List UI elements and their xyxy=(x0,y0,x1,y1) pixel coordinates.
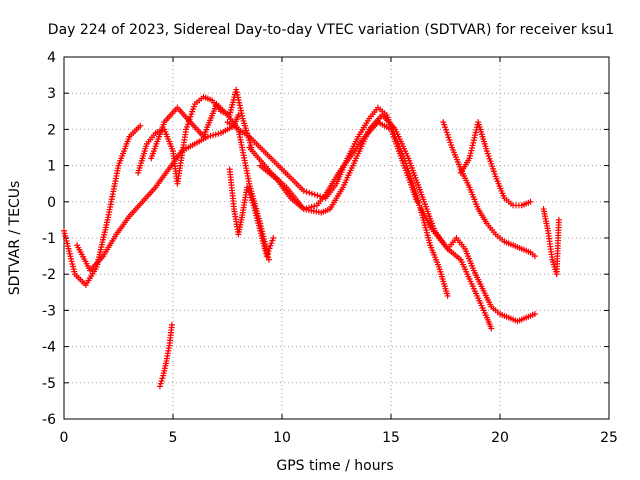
y-tick-labels: -6 -5 -4 -3 -2 -1 0 1 2 3 4 xyxy=(42,50,56,428)
data-point xyxy=(210,132,217,139)
data-point xyxy=(308,190,315,197)
series-track-g xyxy=(224,104,451,299)
y-tick-label: -4 xyxy=(42,340,56,356)
x-axis-label: GPS time / hours xyxy=(276,458,393,474)
data-point xyxy=(207,132,214,139)
data-point xyxy=(488,325,495,332)
data-points xyxy=(61,86,562,390)
data-point xyxy=(306,204,313,211)
y-tick-label: 4 xyxy=(47,50,56,66)
grid xyxy=(64,57,609,419)
data-point xyxy=(157,380,164,387)
data-point xyxy=(314,192,321,199)
series-track-j xyxy=(418,206,538,325)
y-tick-label: -5 xyxy=(42,376,56,392)
data-point xyxy=(300,206,307,213)
data-point xyxy=(235,111,242,118)
series-track-a xyxy=(61,122,144,289)
series-track-m xyxy=(540,206,562,278)
data-point xyxy=(303,205,310,212)
data-point xyxy=(265,256,272,263)
series-track-l xyxy=(457,119,534,209)
x-tick-label: 5 xyxy=(169,430,178,446)
data-point xyxy=(555,216,562,223)
data-point xyxy=(531,311,538,318)
data-point xyxy=(306,189,313,196)
series-track-h xyxy=(246,111,495,332)
data-point xyxy=(156,383,163,390)
data-point xyxy=(527,198,534,205)
data-point xyxy=(414,198,421,205)
data-point xyxy=(444,292,451,299)
x-tick-label: 10 xyxy=(273,430,291,446)
x-tick-label: 0 xyxy=(60,430,69,446)
data-point xyxy=(311,203,318,210)
chart-title: Day 224 of 2023, Sidereal Day-to-day VTE… xyxy=(48,22,614,38)
y-tick-label: 2 xyxy=(47,122,56,138)
data-point xyxy=(215,130,222,137)
data-point xyxy=(158,377,165,384)
y-tick-label: 1 xyxy=(47,159,56,175)
data-point xyxy=(270,235,277,241)
y-tick-label: -3 xyxy=(42,303,56,319)
data-point xyxy=(303,188,310,195)
y-axis-label: SDTVAR / TECUs xyxy=(7,181,23,296)
y-tick-label: 3 xyxy=(47,86,56,102)
series-track-k xyxy=(440,119,538,260)
series-track-i xyxy=(257,119,421,213)
data-point xyxy=(168,321,175,328)
data-point xyxy=(531,253,538,260)
series-track-d xyxy=(148,101,272,263)
data-point xyxy=(300,187,307,194)
data-point xyxy=(159,375,166,382)
x-tick-labels: 0 5 10 15 20 25 xyxy=(60,430,618,446)
data-point xyxy=(311,191,318,198)
data-point xyxy=(308,203,315,210)
y-tick-label: -2 xyxy=(42,267,56,283)
axis-ticks xyxy=(63,56,610,420)
x-tick-label: 20 xyxy=(491,430,509,446)
series-track-f xyxy=(156,321,175,390)
series-track-c xyxy=(135,86,255,187)
y-tick-label: -1 xyxy=(42,231,56,247)
y-tick-label: -6 xyxy=(42,412,56,428)
data-point xyxy=(212,131,219,138)
x-tick-label: 25 xyxy=(600,430,618,446)
y-tick-label: 0 xyxy=(47,195,56,211)
x-tick-label: 15 xyxy=(382,430,400,446)
data-point xyxy=(137,122,144,129)
series-track-e xyxy=(226,166,277,260)
